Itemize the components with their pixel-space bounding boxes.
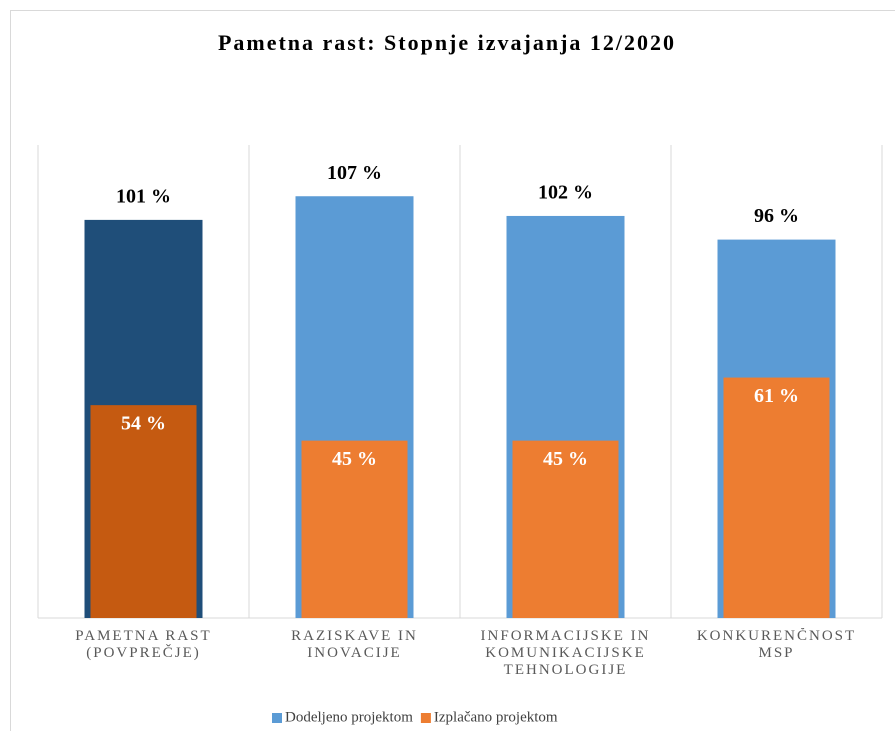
data-label: 45 % (332, 448, 377, 470)
data-label: 45 % (543, 448, 588, 470)
legend-swatch (272, 713, 282, 723)
x-tick-label-box: INFORMACIJSKE IN KOMUNIKACIJSKE TEHNOLOG… (480, 628, 651, 678)
x-tick-label-box: RAZISKAVE IN INOVACIJE (291, 628, 418, 661)
x-tick-label: RAZISKAVE IN INOVACIJE (291, 628, 418, 661)
data-label: 96 % (754, 205, 799, 227)
legend-label: Dodeljeno projektom (285, 709, 413, 725)
x-tick-label: KONKURENČNOST MSP (696, 628, 857, 661)
data-label: 102 % (538, 182, 593, 204)
x-tick-label: PAMETNA RAST (POVPREČJE) (75, 628, 212, 661)
chart-border (10, 10, 895, 731)
x-tick-label-box: PAMETNA RAST (POVPREČJE) (75, 628, 212, 661)
legend-label: Izplačano projektom (434, 709, 558, 725)
data-label: 61 % (754, 385, 799, 407)
data-label: 107 % (327, 162, 382, 184)
bar (90, 405, 197, 618)
x-tick-label-box: KONKURENČNOST MSP (696, 628, 857, 661)
legend-swatch (420, 713, 431, 723)
data-label: 101 % (116, 185, 171, 207)
bar (301, 440, 408, 618)
bar (512, 440, 619, 618)
chart-title: Pametna rast: Stopnje izvajanja 12/2020 (218, 30, 676, 55)
data-label: 54 % (121, 413, 166, 435)
bar (723, 377, 830, 618)
x-tick-label: INFORMACIJSKE IN KOMUNIKACIJSKE TEHNOLOG… (480, 628, 651, 678)
